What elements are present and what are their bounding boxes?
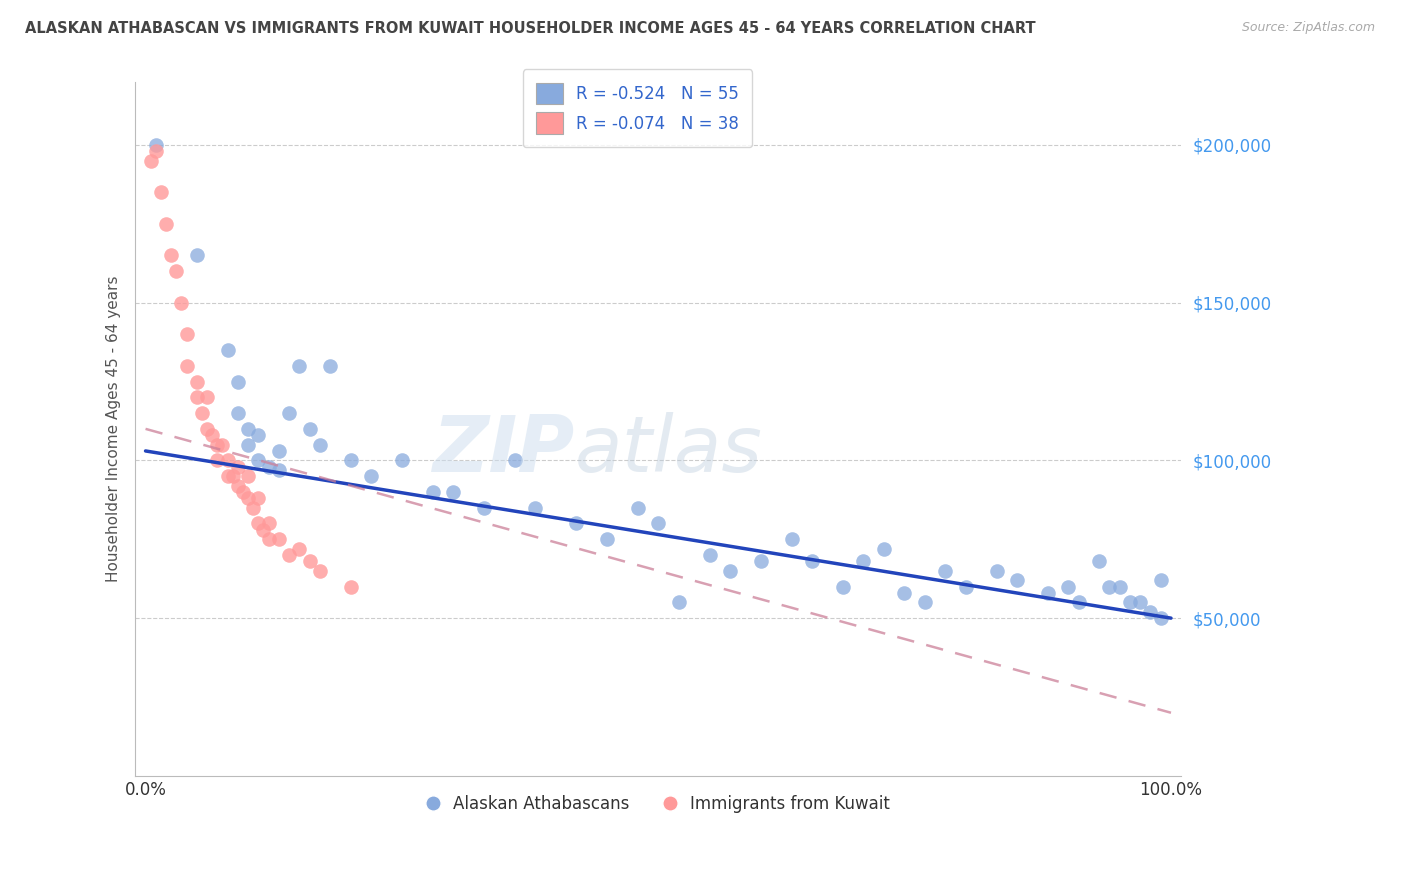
Point (242, 500, 264, 515)
Text: ALASKAN ATHABASCAN VS IMMIGRANTS FROM KUWAIT HOUSEHOLDER INCOME AGES 45 - 64 YEA: ALASKAN ATHABASCAN VS IMMIGRANTS FROM KU… (25, 21, 1036, 36)
Point (236, 491, 259, 506)
Point (1005, 574, 1028, 588)
Point (226, 375, 249, 389)
Point (232, 485, 254, 500)
Point (873, 541, 896, 556)
Point (1067, 595, 1090, 609)
Point (422, 485, 444, 500)
Point (1150, 611, 1173, 625)
Point (278, 548, 301, 562)
Point (288, 541, 311, 556)
Point (288, 359, 311, 373)
Point (780, 533, 803, 547)
Point (278, 406, 301, 420)
Point (191, 406, 214, 420)
Point (668, 595, 690, 609)
Point (1119, 595, 1142, 609)
Point (207, 453, 229, 467)
Text: atlas: atlas (575, 412, 762, 488)
Point (1036, 586, 1059, 600)
Point (852, 554, 875, 568)
Point (217, 453, 239, 467)
Point (503, 453, 526, 467)
Point (1088, 554, 1111, 568)
Point (247, 428, 270, 442)
Point (165, 264, 187, 278)
Point (247, 516, 270, 531)
Point (252, 523, 274, 537)
Point (139, 153, 162, 168)
Point (257, 516, 280, 531)
Point (472, 500, 495, 515)
Point (247, 491, 270, 506)
Point (1057, 580, 1080, 594)
Point (217, 343, 239, 357)
Point (170, 295, 193, 310)
Point (627, 500, 650, 515)
Point (339, 453, 361, 467)
Text: ZIP: ZIP (432, 412, 575, 488)
Point (718, 564, 741, 578)
Point (195, 390, 218, 404)
Point (160, 248, 183, 262)
Point (149, 186, 172, 200)
Point (186, 248, 208, 262)
Point (201, 428, 224, 442)
Point (1150, 574, 1173, 588)
Point (391, 453, 413, 467)
Point (298, 422, 321, 436)
Point (176, 359, 198, 373)
Point (441, 485, 464, 500)
Point (339, 580, 361, 594)
Point (257, 459, 280, 474)
Point (308, 437, 330, 451)
Point (1098, 580, 1121, 594)
Point (893, 586, 915, 600)
Point (176, 327, 198, 342)
Point (1108, 580, 1130, 594)
Point (236, 437, 259, 451)
Point (596, 533, 619, 547)
Point (217, 469, 239, 483)
Point (236, 469, 259, 483)
Point (267, 463, 290, 477)
Point (308, 564, 330, 578)
Point (236, 422, 259, 436)
Point (186, 390, 208, 404)
Point (207, 437, 229, 451)
Point (749, 554, 772, 568)
Point (267, 444, 290, 458)
Point (145, 145, 167, 159)
Point (801, 554, 824, 568)
Point (211, 437, 233, 451)
Text: Source: ZipAtlas.com: Source: ZipAtlas.com (1241, 21, 1375, 34)
Point (267, 533, 290, 547)
Point (155, 217, 177, 231)
Point (226, 406, 249, 420)
Point (298, 554, 321, 568)
Point (186, 375, 208, 389)
Point (831, 580, 853, 594)
Point (647, 516, 669, 531)
Point (195, 422, 218, 436)
Legend: Alaskan Athabascans, Immigrants from Kuwait: Alaskan Athabascans, Immigrants from Kuw… (420, 789, 897, 820)
Point (986, 564, 1008, 578)
Point (226, 459, 249, 474)
Point (565, 516, 588, 531)
Point (1129, 595, 1152, 609)
Point (1139, 605, 1161, 619)
Point (222, 469, 245, 483)
Point (934, 564, 956, 578)
Point (247, 453, 270, 467)
Point (319, 359, 342, 373)
Point (524, 500, 547, 515)
Point (914, 595, 936, 609)
Point (226, 478, 249, 492)
Point (955, 580, 977, 594)
Point (145, 138, 167, 153)
Point (257, 533, 280, 547)
Point (699, 548, 721, 562)
Y-axis label: Householder Income Ages 45 - 64 years: Householder Income Ages 45 - 64 years (107, 276, 121, 582)
Point (360, 469, 382, 483)
